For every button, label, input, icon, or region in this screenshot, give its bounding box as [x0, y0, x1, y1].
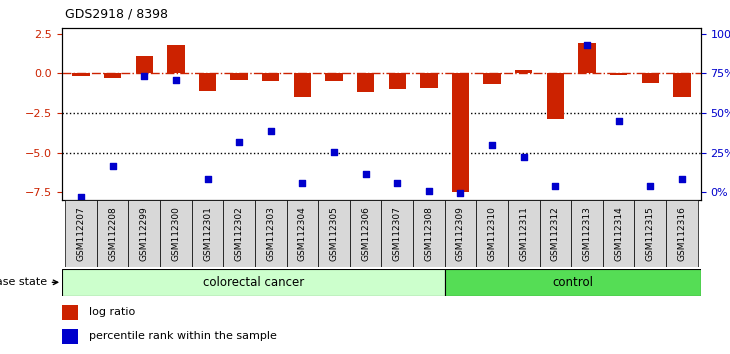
Text: GSM112316: GSM112316 [677, 206, 686, 261]
Text: GSM112312: GSM112312 [551, 206, 560, 261]
Bar [223, 200, 255, 267]
Point [455, 190, 466, 196]
Bar [231, 73, 247, 80]
Bar [476, 200, 508, 267]
Text: colorectal cancer: colorectal cancer [203, 276, 304, 289]
Bar [350, 200, 381, 267]
Bar [610, 73, 627, 75]
Point [581, 43, 593, 48]
Point [75, 194, 87, 199]
Text: GSM112304: GSM112304 [298, 206, 307, 261]
Bar [160, 200, 192, 267]
Bar [62, 304, 78, 320]
Text: GSM112308: GSM112308 [424, 206, 434, 261]
Bar [508, 200, 539, 267]
Point [612, 118, 624, 124]
Bar [578, 43, 596, 73]
Bar [666, 200, 698, 267]
Bar [287, 200, 318, 267]
Bar [62, 269, 445, 296]
Point [107, 163, 118, 169]
Bar [413, 200, 445, 267]
Bar [452, 73, 469, 192]
Bar [673, 73, 691, 97]
Text: GSM112305: GSM112305 [329, 206, 339, 261]
Text: GSM112207: GSM112207 [77, 206, 85, 261]
Bar [167, 45, 185, 73]
Point [360, 171, 372, 177]
Bar [326, 73, 342, 81]
Point [486, 142, 498, 148]
Text: GSM112303: GSM112303 [266, 206, 275, 261]
Bar [104, 73, 121, 78]
Text: GSM112300: GSM112300 [172, 206, 180, 261]
Bar [539, 200, 571, 267]
Text: disease state: disease state [0, 277, 58, 287]
Text: GSM112309: GSM112309 [456, 206, 465, 261]
Point [391, 180, 403, 185]
Point [550, 183, 561, 189]
Text: GSM112311: GSM112311 [519, 206, 529, 261]
Text: GSM112315: GSM112315 [646, 206, 655, 261]
Point [423, 189, 434, 194]
Point [328, 149, 340, 155]
Point [645, 183, 656, 189]
Text: GSM112302: GSM112302 [234, 206, 244, 261]
Text: percentile rank within the sample: percentile rank within the sample [89, 331, 277, 342]
Bar [255, 200, 287, 267]
Point [234, 139, 245, 144]
Bar [571, 200, 603, 267]
Text: GSM112310: GSM112310 [488, 206, 496, 261]
Bar [381, 200, 413, 267]
Text: GSM112301: GSM112301 [203, 206, 212, 261]
Text: control: control [553, 276, 593, 289]
Bar [136, 56, 153, 73]
Text: GDS2918 / 8398: GDS2918 / 8398 [65, 7, 168, 20]
Bar [262, 73, 280, 81]
Bar [128, 200, 160, 267]
Bar [318, 200, 350, 267]
Text: GSM112208: GSM112208 [108, 206, 117, 261]
Point [518, 154, 529, 160]
Text: GSM112314: GSM112314 [614, 206, 623, 261]
Bar [72, 73, 90, 76]
Bar [97, 200, 128, 267]
Bar [634, 200, 666, 267]
Bar [62, 329, 78, 344]
Bar [445, 269, 701, 296]
Bar [199, 73, 216, 91]
Bar [603, 200, 634, 267]
Text: GSM112299: GSM112299 [139, 206, 149, 261]
Point [296, 180, 308, 185]
Bar [65, 200, 97, 267]
Bar [445, 200, 476, 267]
Bar [357, 73, 374, 92]
Text: GSM112306: GSM112306 [361, 206, 370, 261]
Bar [192, 200, 223, 267]
Bar [483, 73, 501, 85]
Bar [515, 70, 532, 73]
Bar [293, 73, 311, 97]
Point [265, 129, 277, 134]
Text: log ratio: log ratio [89, 307, 135, 317]
Bar [642, 73, 659, 83]
Point [201, 177, 213, 182]
Bar [388, 73, 406, 89]
Text: GSM112313: GSM112313 [583, 206, 591, 261]
Bar [547, 73, 564, 119]
Text: GSM112307: GSM112307 [393, 206, 402, 261]
Point [139, 74, 150, 79]
Point [676, 177, 688, 182]
Bar [420, 73, 437, 88]
Point [170, 77, 182, 83]
